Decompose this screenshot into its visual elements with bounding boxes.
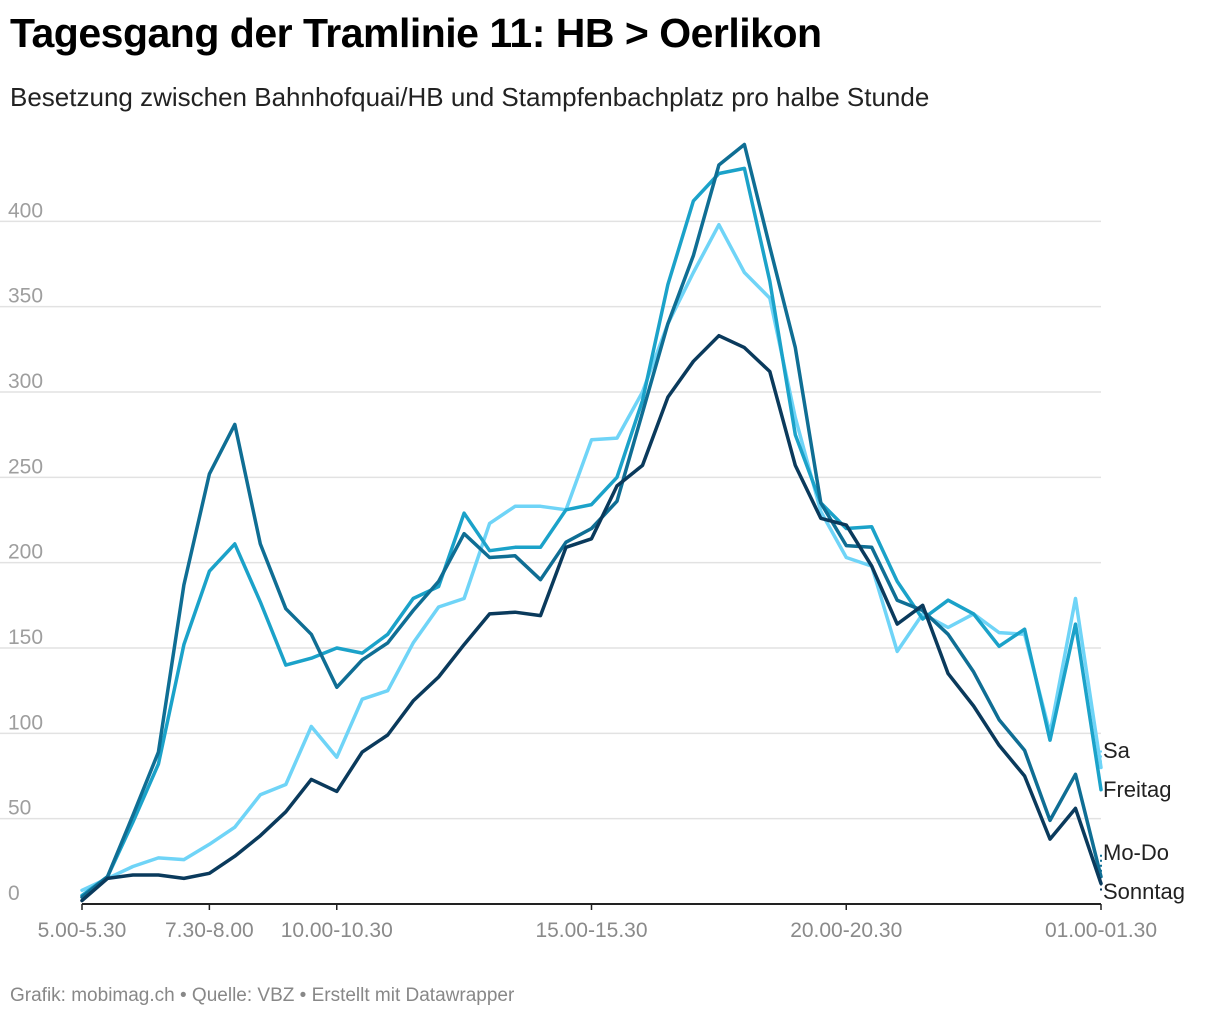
y-tick-label: 50: [8, 797, 31, 820]
x-tick-label: 01.00-01.30: [1045, 919, 1157, 942]
series-lines: [80, 142, 1103, 903]
y-axis-ticks: 0 50 100 150 200 250 300 350 400: [8, 199, 43, 905]
y-tick-label: 150: [8, 626, 43, 649]
y-tick-label: 300: [8, 370, 43, 393]
series-label-sonntag: Sonntag: [1103, 879, 1185, 904]
x-tick-label: 7.30-8.00: [165, 919, 254, 942]
series-line-mo-do: [80, 142, 1103, 899]
chart-footer: Grafik: mobimag.ch • Quelle: VBZ • Erste…: [10, 985, 515, 1006]
y-tick-label: 350: [8, 285, 43, 308]
series-label-mo-do: Mo-Do: [1103, 840, 1169, 865]
series-line-sa: [80, 222, 1103, 893]
y-tick-label: 100: [8, 711, 43, 734]
series-end-labels: Sa Freitag Mo-Do Sonntag: [1100, 738, 1185, 904]
y-tick-label: 0: [8, 882, 20, 905]
x-tick-label: 10.00-10.30: [281, 919, 393, 942]
x-tick-label: 15.00-15.30: [535, 919, 647, 942]
series-line-freitag: [80, 166, 1103, 898]
series-label-sa: Sa: [1103, 738, 1131, 763]
gridlines: [0, 220, 1101, 905]
x-tick-label: 20.00-20.30: [790, 919, 902, 942]
series-line-sonntag: [80, 333, 1103, 903]
x-axis-ticks: 5.00-5.30 7.30-8.00 10.00-10.30 15.00-15.30…: [38, 904, 1157, 942]
series-label-freitag: Freitag: [1103, 777, 1171, 802]
x-tick-label: 5.00-5.30: [38, 919, 127, 942]
chart-subtitle: Besetzung zwischen Bahnhofquai/HB und St…: [10, 82, 930, 112]
y-tick-label: 400: [8, 199, 43, 222]
chart-title: Tagesgang der Tramlinie 11: HB > Oerliko…: [10, 10, 822, 56]
y-tick-label: 200: [8, 541, 43, 564]
y-tick-label: 250: [8, 455, 43, 478]
line-chart: 0 50 100 150 200 250 300 350 400 5.00-5.30 7.30-8…: [0, 142, 1185, 942]
